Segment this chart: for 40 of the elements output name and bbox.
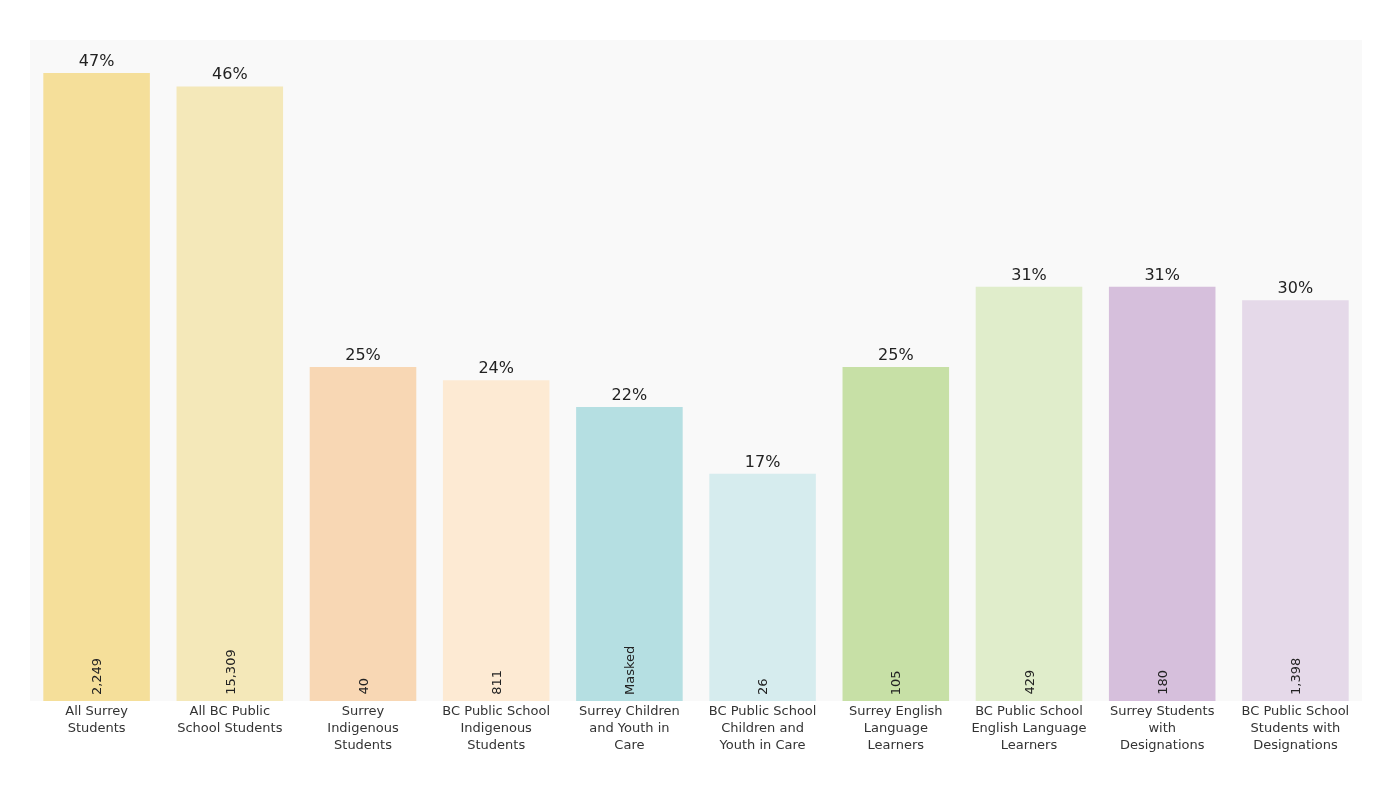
bar bbox=[709, 473, 816, 701]
annotation: 429 bbox=[1021, 669, 1037, 695]
x-tick-label: BC Public School Indigenous Students bbox=[442, 703, 551, 752]
x-tick-label: Surrey Students with Designations bbox=[1109, 703, 1215, 752]
data-label: 47% bbox=[78, 51, 115, 71]
data-label: 31% bbox=[1011, 264, 1047, 284]
data-label: 25% bbox=[345, 344, 381, 364]
bar bbox=[1242, 300, 1349, 701]
x-tick-label: BC Public School English Language Learners bbox=[971, 703, 1087, 752]
bar bbox=[43, 73, 150, 701]
bar bbox=[576, 407, 683, 701]
data-label: 31% bbox=[1144, 264, 1180, 284]
annotation: 40 bbox=[355, 677, 371, 695]
annotation: 26 bbox=[755, 678, 771, 696]
data-label: 25% bbox=[878, 344, 914, 364]
data-label: 17% bbox=[744, 451, 781, 471]
x-tick-label: BC Public School Students with Designations bbox=[1241, 703, 1350, 752]
data-label: 30% bbox=[1277, 278, 1314, 298]
x-tick-label: Surrey Indigenous Students bbox=[327, 703, 399, 752]
annotation: 2,249 bbox=[89, 657, 105, 696]
annotation: 1,398 bbox=[1287, 657, 1303, 695]
bar bbox=[309, 366, 417, 701]
bar bbox=[842, 366, 950, 701]
x-tick-label: All BC Public School Students bbox=[177, 703, 283, 735]
bar bbox=[176, 86, 284, 701]
x-tick-label: All Surrey Students bbox=[65, 703, 129, 735]
annotation: 15,309 bbox=[222, 649, 238, 695]
x-tick-label: Surrey Children and Youth in Care bbox=[579, 703, 680, 752]
data-label: 22% bbox=[611, 385, 648, 405]
annotation: 105 bbox=[888, 670, 904, 696]
x-tick-label: Surrey English Language Learners bbox=[849, 703, 943, 752]
bar bbox=[442, 380, 550, 701]
x-tick-label: BC Public School Children and Youth in Care bbox=[708, 703, 817, 752]
annotation: 180 bbox=[1154, 669, 1170, 695]
data-label: 46% bbox=[212, 64, 248, 84]
annotation: Masked bbox=[621, 645, 637, 695]
data-label: 24% bbox=[478, 358, 514, 378]
bar bbox=[1108, 286, 1216, 701]
annotation: 811 bbox=[488, 669, 504, 695]
bar bbox=[975, 286, 1083, 701]
